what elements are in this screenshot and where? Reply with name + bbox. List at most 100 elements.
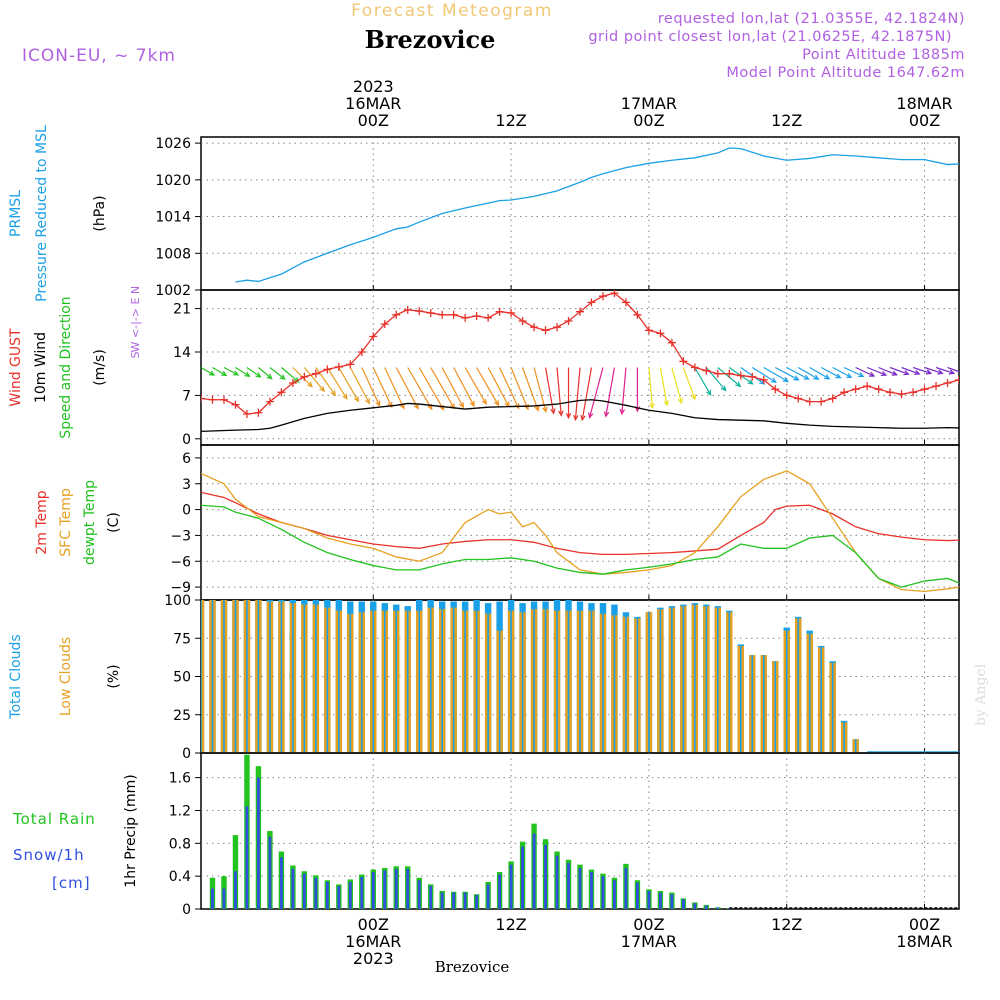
panel-label: (%) bbox=[106, 664, 122, 688]
wind-arrow-shaft bbox=[395, 367, 419, 409]
bar-snow-1h bbox=[486, 884, 490, 909]
wind-arrow-head bbox=[279, 374, 286, 380]
wind-arrow-shaft bbox=[246, 367, 261, 378]
bar-snow-1h bbox=[509, 864, 513, 909]
series-line-2m-temp bbox=[201, 491, 959, 556]
time-label-top: 12Z bbox=[771, 111, 802, 130]
bar-core bbox=[406, 610, 409, 753]
bar-core bbox=[739, 645, 742, 753]
wind-arrow bbox=[372, 367, 393, 409]
wind-arrow-shaft bbox=[499, 367, 520, 409]
bar-snow-1h bbox=[521, 846, 524, 909]
gust-marker bbox=[254, 408, 263, 417]
bar-core bbox=[280, 601, 283, 753]
bar-snow-1h bbox=[211, 888, 214, 909]
wind-arrow-shaft bbox=[588, 367, 604, 418]
wind-arrow-shaft bbox=[889, 366, 909, 375]
gust-marker bbox=[748, 372, 757, 381]
bar-core bbox=[648, 612, 650, 753]
wind-arrow bbox=[258, 367, 273, 380]
wind-arrow-shaft bbox=[786, 366, 809, 380]
bar-snow-1h bbox=[624, 867, 628, 909]
wind-arrow-shaft bbox=[338, 367, 359, 402]
wind-arrow-shaft bbox=[751, 366, 777, 383]
wind-arrow-shaft bbox=[958, 367, 959, 369]
wind-arrow-shaft bbox=[522, 367, 539, 411]
panel-5: 0 0.4 0.8 1.2 1.6 Total Rain Snow/1h [cm] 1hr Pr… bbox=[12, 752, 960, 918]
gust-marker bbox=[334, 362, 343, 371]
wind-arrow bbox=[464, 367, 487, 406]
bar-core bbox=[441, 609, 443, 753]
panel-label: 10m Wind bbox=[33, 332, 49, 403]
wind-arrow-head bbox=[972, 371, 977, 375]
gust-marker bbox=[978, 373, 986, 381]
wind-arrow bbox=[453, 367, 475, 408]
wind-arrow-shaft bbox=[281, 367, 300, 383]
plot-area bbox=[201, 470, 959, 593]
gust-marker bbox=[679, 357, 688, 366]
y-tick-label: 3 bbox=[182, 477, 191, 493]
wind-arrow-shaft bbox=[832, 366, 852, 378]
wind-arrow bbox=[338, 367, 360, 403]
wind-arrow-head bbox=[914, 369, 921, 376]
wind-arrow bbox=[751, 366, 777, 383]
gust-marker bbox=[472, 312, 481, 321]
wind-arrow bbox=[935, 366, 956, 375]
panel-1: 1002 1008 1014 1020 1026 PRMSL Pressure Reduce… bbox=[8, 125, 960, 302]
wind-arrow bbox=[958, 367, 977, 375]
bar-snow-1h bbox=[325, 881, 329, 909]
gust-marker bbox=[828, 394, 837, 403]
y-tick-label: 0 bbox=[182, 746, 191, 762]
wind-arrow-shaft bbox=[441, 367, 464, 408]
wind-arrow bbox=[361, 367, 381, 407]
bar-core bbox=[418, 610, 421, 753]
time-label-top: 00Z bbox=[909, 111, 940, 130]
bar-core bbox=[211, 600, 214, 753]
y-tick-label: −3 bbox=[170, 528, 191, 544]
bar-snow-1h bbox=[222, 888, 226, 909]
bar-core bbox=[671, 607, 673, 753]
time-label-bottom: 2023 bbox=[353, 949, 394, 968]
bar-snow-1h bbox=[394, 868, 398, 909]
bar-core bbox=[349, 613, 352, 753]
y-tick-label: 1008 bbox=[155, 246, 191, 262]
wind-arrow bbox=[544, 367, 556, 415]
wind-arrow-shaft bbox=[326, 367, 348, 399]
bar-snow-1h bbox=[704, 905, 708, 909]
wind-arrow-head bbox=[880, 370, 888, 377]
gust-marker bbox=[851, 385, 860, 394]
gust-marker bbox=[438, 310, 447, 319]
wind-arrow-head bbox=[573, 414, 579, 422]
wind-arrow bbox=[820, 366, 842, 379]
wind-arrow-shaft bbox=[901, 366, 920, 375]
wind-arrow-head bbox=[706, 389, 712, 396]
wind-arrow-head bbox=[619, 408, 625, 416]
wind-arrow-shaft bbox=[774, 366, 799, 381]
gust-marker bbox=[943, 379, 952, 387]
wind-arrow-shaft bbox=[201, 366, 215, 376]
panel-frame bbox=[200, 444, 960, 601]
compass-north: N bbox=[129, 286, 142, 294]
wind-arrow-shaft bbox=[361, 367, 381, 406]
wind-arrow-head bbox=[677, 397, 683, 405]
wind-arrow bbox=[573, 367, 581, 422]
wind-arrow-head bbox=[803, 374, 810, 380]
y-tick-label: 0 bbox=[182, 902, 191, 918]
wind-arrow-head bbox=[221, 370, 228, 377]
wind-arrow bbox=[786, 366, 810, 380]
gust-marker bbox=[794, 394, 803, 403]
grid-point-coords: grid point closest lon,lat (21.0625E, 42… bbox=[588, 29, 952, 45]
bar-snow-1h bbox=[567, 863, 570, 909]
wind-arrow bbox=[235, 366, 251, 377]
bar-snow-1h bbox=[417, 880, 421, 909]
wind-arrow-shaft bbox=[315, 367, 336, 396]
wind-arrow bbox=[588, 367, 604, 419]
wind-arrow-shaft bbox=[533, 367, 547, 412]
wind-arrow bbox=[407, 367, 433, 411]
series-line-10m-wind bbox=[201, 399, 959, 433]
point-altitude: Point Altitude 1885m bbox=[802, 47, 965, 63]
bar-core bbox=[315, 604, 317, 753]
plot-area bbox=[209, 754, 959, 909]
gust-marker bbox=[713, 369, 722, 378]
